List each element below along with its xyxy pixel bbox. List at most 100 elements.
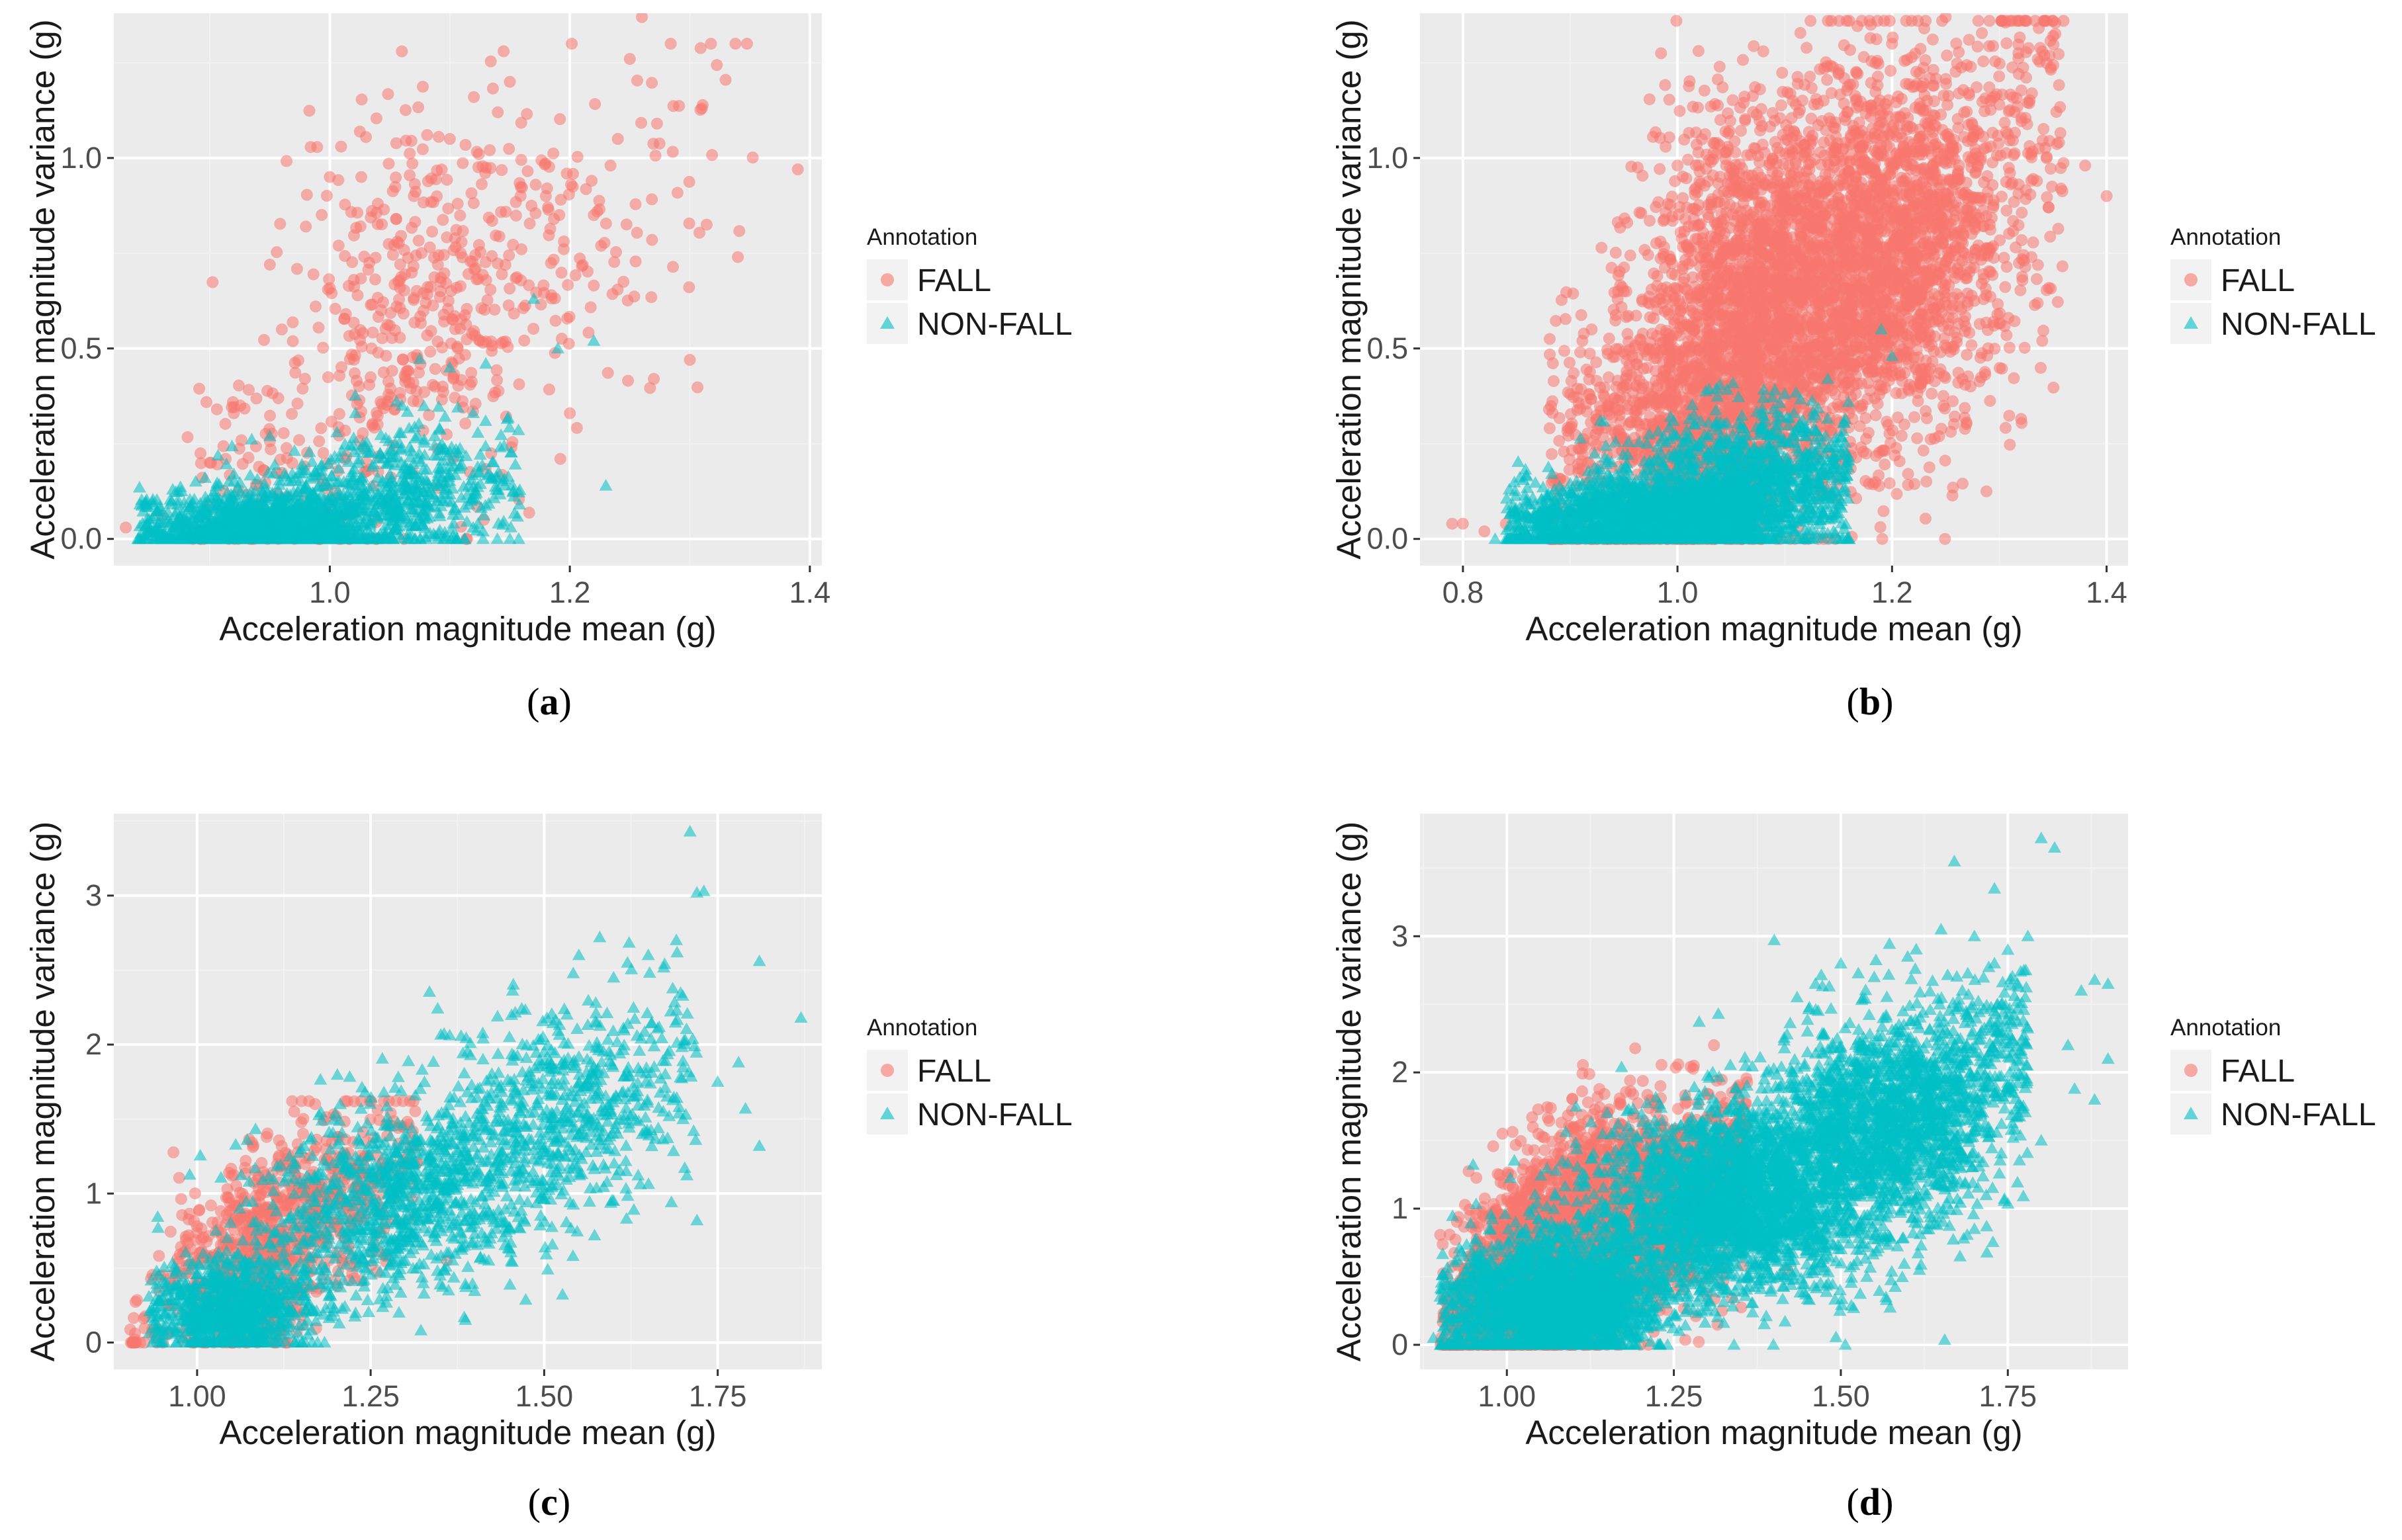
- data-point-fall: [408, 294, 420, 306]
- data-point-fall: [272, 392, 285, 404]
- data-point-fall: [476, 178, 488, 191]
- data-point-fall: [405, 134, 418, 147]
- data-point-fall: [472, 161, 484, 173]
- data-point-non-fall: [410, 482, 423, 493]
- data-point-fall: [604, 159, 617, 172]
- data-point-non-fall: [435, 454, 449, 466]
- data-point-non-fall: [227, 467, 241, 480]
- data-point-non-fall: [467, 406, 480, 418]
- data-point-fall: [1544, 333, 1556, 345]
- data-point-fall: [454, 209, 467, 222]
- data-point-fall: [1595, 241, 1608, 254]
- data-point-non-fall: [264, 532, 278, 544]
- data-point-non-fall: [226, 493, 240, 505]
- data-point-non-fall: [350, 484, 364, 495]
- data-point-non-fall: [335, 519, 349, 531]
- data-point-fall: [2016, 234, 2028, 246]
- data-point-fall: [2100, 190, 2113, 202]
- data-point-fall: [357, 427, 369, 439]
- data-point-fall: [1655, 47, 1668, 60]
- data-point-fall: [390, 137, 402, 150]
- data-point-non-fall: [222, 475, 236, 487]
- data-point-non-fall: [345, 465, 359, 477]
- data-point-non-fall: [504, 446, 518, 458]
- data-point-fall: [549, 292, 561, 305]
- data-point-fall: [1994, 234, 2006, 247]
- data-point-non-fall: [201, 516, 215, 528]
- data-point-fall: [2043, 201, 2055, 214]
- data-point-non-fall: [177, 532, 191, 544]
- data-point-fall: [635, 116, 647, 129]
- data-point-fall: [422, 281, 434, 293]
- data-point-fall: [1603, 371, 1615, 384]
- data-point-fall: [1757, 45, 1769, 58]
- data-point-non-fall: [269, 503, 283, 515]
- data-point-fall: [1942, 311, 1955, 323]
- data-point-fall: [292, 354, 304, 366]
- data-point-fall: [354, 220, 367, 233]
- data-point-fall: [694, 103, 707, 116]
- data-point-non-fall: [432, 479, 446, 492]
- data-point-fall: [303, 105, 316, 117]
- data-point-fall: [293, 434, 305, 447]
- data-point-non-fall: [422, 486, 435, 497]
- data-point-non-fall: [496, 518, 510, 530]
- data-point-fall: [491, 374, 504, 386]
- data-point-fall: [507, 239, 519, 251]
- data-point-fall: [547, 253, 560, 266]
- data-point-fall: [1950, 288, 1963, 300]
- data-point-fall: [645, 291, 658, 304]
- data-point-fall: [610, 246, 622, 259]
- data-point-fall: [611, 283, 624, 296]
- y-tick-label: 0.5: [60, 331, 102, 365]
- data-point-fall: [1821, 73, 1834, 86]
- data-point-fall: [315, 422, 328, 435]
- data-point-fall: [562, 337, 575, 350]
- data-point-fall: [1692, 45, 1705, 58]
- data-point-non-fall: [457, 501, 471, 513]
- data-point-fall: [338, 312, 351, 325]
- data-point-non-fall: [433, 462, 447, 474]
- legend-triangle-icon: [880, 316, 895, 329]
- data-point-non-fall: [462, 478, 476, 491]
- data-point-fall: [394, 386, 406, 399]
- data-point-non-fall: [443, 468, 457, 480]
- data-point-fall: [488, 304, 501, 316]
- data-point-fall: [594, 203, 605, 216]
- data-point-fall: [580, 183, 592, 195]
- data-point-fall: [562, 278, 574, 291]
- data-point-non-fall: [284, 517, 298, 530]
- data-point-fall: [417, 305, 429, 318]
- data-point-non-fall: [353, 497, 367, 509]
- data-point-non-fall: [386, 532, 400, 544]
- data-point-fall: [500, 335, 512, 348]
- data-point-fall: [2000, 204, 2013, 217]
- data-point-non-fall: [165, 532, 178, 544]
- data-point-fall: [1659, 79, 1671, 91]
- data-point-fall: [2000, 261, 2013, 273]
- data-point-non-fall: [325, 470, 339, 482]
- x-tick-label: 1.2: [549, 576, 591, 609]
- data-point-fall: [700, 218, 713, 231]
- data-point-non-fall: [419, 532, 433, 544]
- data-point-non-fall: [447, 503, 461, 515]
- data-point-non-fall: [359, 532, 373, 544]
- data-point-non-fall: [380, 477, 394, 489]
- data-point-non-fall: [367, 457, 380, 470]
- data-point-non-fall: [500, 412, 514, 424]
- data-point-non-fall: [308, 507, 322, 519]
- data-point-fall: [1734, 101, 1746, 114]
- data-point-fall: [394, 282, 406, 294]
- data-point-fall: [442, 295, 455, 307]
- data-point-fall: [608, 256, 621, 269]
- data-point-fall: [1972, 15, 1984, 27]
- data-point-non-fall: [512, 423, 525, 435]
- data-point-fall: [1673, 105, 1686, 117]
- data-point-fall: [281, 442, 292, 454]
- data-point-non-fall: [503, 532, 517, 544]
- data-point-fall: [271, 246, 283, 259]
- data-point-non-fall: [257, 515, 271, 527]
- data-point-non-fall: [476, 532, 490, 544]
- data-point-fall: [539, 157, 552, 170]
- data-point-non-fall: [208, 525, 222, 536]
